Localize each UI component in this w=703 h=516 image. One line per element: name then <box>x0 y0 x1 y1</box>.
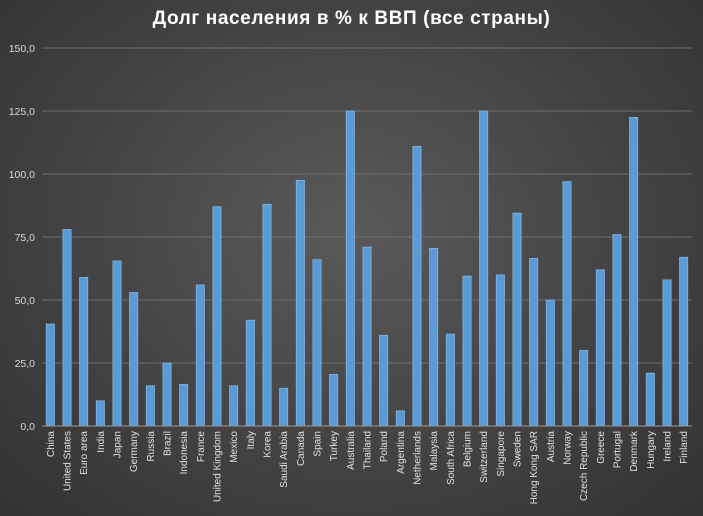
x-tick-label: Japan <box>113 431 124 458</box>
bar <box>312 259 322 427</box>
bar <box>462 275 472 427</box>
x-tick-label: Spain <box>313 431 324 457</box>
bar <box>129 292 139 427</box>
bar <box>212 206 222 427</box>
bar <box>379 334 389 427</box>
y-axis-tick-labels: 0,0 25,0 50,0 75,0 100,0 125,0 150,0 <box>9 43 35 433</box>
x-tick-label: Netherlands <box>413 431 424 485</box>
x-tick-label: Australia <box>346 431 357 470</box>
x-tick-label: Norway <box>563 431 574 465</box>
bar <box>562 181 572 427</box>
bar <box>62 229 72 427</box>
x-tick-label: Turkey <box>329 431 340 461</box>
bar <box>612 234 622 427</box>
x-tick-label: Indonesia <box>179 431 190 475</box>
x-tick-label: Switzerland <box>479 431 490 483</box>
bar <box>512 212 522 427</box>
x-tick-label: Saudi Arabia <box>279 431 290 488</box>
bar <box>279 387 289 427</box>
bar <box>262 203 272 427</box>
bar <box>479 110 489 427</box>
bar <box>162 362 172 427</box>
bar <box>229 385 239 427</box>
x-tick-label: Czech Republic <box>579 431 590 501</box>
x-tick-label: Hong Kong SAR <box>529 431 540 504</box>
x-tick-label: Finland <box>679 431 690 464</box>
bar <box>579 350 589 427</box>
x-tick-label: United States <box>63 431 74 491</box>
bar <box>412 145 422 427</box>
x-tick-label: Italy <box>246 431 257 449</box>
x-tick-label: Brazil <box>163 431 174 456</box>
bar <box>395 410 405 427</box>
x-tick-label: Hungary <box>646 431 657 469</box>
x-tick-label: Euro area <box>79 431 90 475</box>
x-tick-label: Austria <box>546 431 557 463</box>
bars <box>45 110 689 427</box>
x-tick-label: France <box>196 431 207 463</box>
y-tick-label: 0,0 <box>20 421 35 433</box>
bar <box>329 374 339 427</box>
x-tick-label: Poland <box>379 431 390 462</box>
bar <box>645 372 655 427</box>
bar <box>179 384 189 427</box>
bar <box>629 117 639 427</box>
x-tick-label: China <box>46 431 57 458</box>
bar <box>595 269 605 427</box>
x-tick-label: Singapore <box>496 431 507 477</box>
x-tick-label: South Africa <box>446 431 457 485</box>
x-tick-label: Mexico <box>229 431 240 463</box>
x-axis-tick-labels: China United States Euro area India Japan Ger… <box>46 430 690 504</box>
x-tick-label: India <box>96 431 107 453</box>
x-tick-label: Korea <box>263 431 274 458</box>
bar <box>362 246 372 427</box>
bar <box>445 333 455 427</box>
x-tick-label: Denmark <box>629 430 640 472</box>
y-tick-label: 25,0 <box>15 358 36 370</box>
x-tick-label: Belgium <box>463 431 474 467</box>
bar <box>495 274 505 427</box>
bar <box>245 319 255 427</box>
x-tick-label: Sweden <box>513 431 524 467</box>
y-tick-label: 100,0 <box>9 169 35 181</box>
bar <box>95 400 105 427</box>
bar <box>295 180 305 427</box>
x-tick-label: Ireland <box>663 431 674 462</box>
bar <box>112 260 122 427</box>
x-tick-label: Argentina <box>396 431 407 474</box>
y-tick-label: 75,0 <box>15 232 36 244</box>
bar <box>45 323 55 427</box>
bar <box>195 284 205 427</box>
x-tick-label: United Kingdom <box>213 431 224 502</box>
x-tick-label: Canada <box>296 431 307 466</box>
y-tick-label: 50,0 <box>15 295 36 307</box>
x-tick-label: Portugal <box>613 431 624 468</box>
bar <box>79 277 89 427</box>
x-tick-label: Germany <box>129 431 140 472</box>
bar <box>662 279 672 427</box>
bar <box>679 256 689 427</box>
y-tick-label: 125,0 <box>9 106 35 118</box>
bar <box>545 299 555 427</box>
x-tick-label: Thailand <box>363 431 374 469</box>
bar <box>345 110 355 427</box>
x-tick-label: Greece <box>596 431 607 464</box>
bar <box>145 385 155 427</box>
y-tick-label: 150,0 <box>9 43 35 55</box>
x-tick-label: Malaysia <box>429 431 440 471</box>
bar <box>529 258 539 427</box>
x-tick-label: Russia <box>146 431 157 462</box>
chart-title: Долг населения в % к ВВП (все страны) <box>152 8 551 29</box>
bar <box>429 248 439 427</box>
